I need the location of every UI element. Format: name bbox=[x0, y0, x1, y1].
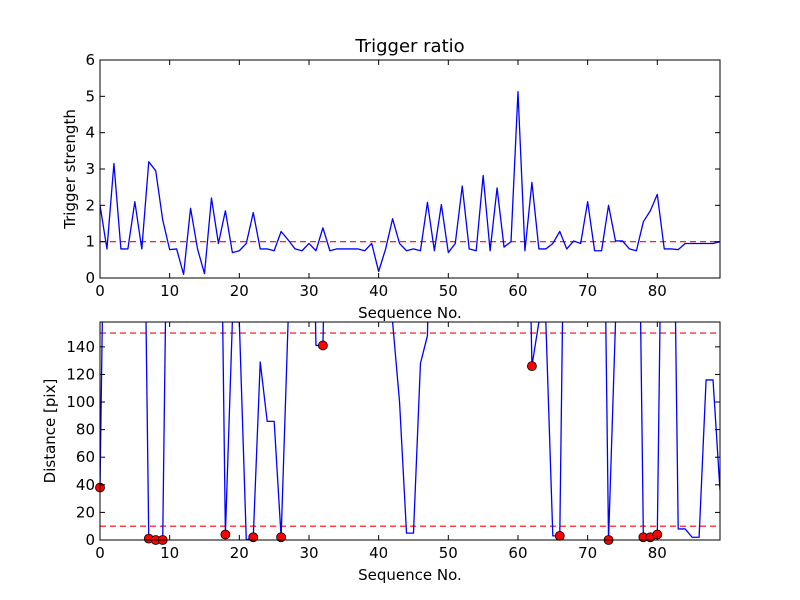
x-tick-label: 60 bbox=[508, 544, 527, 562]
y-tick-label: 60 bbox=[76, 448, 95, 466]
x-tick-label: 10 bbox=[160, 282, 179, 300]
plot-content bbox=[100, 322, 720, 540]
y-axis-label: Distance [pix] bbox=[41, 379, 59, 484]
trigger-ratio-chart: 0 10 20 30 40 50 60 70 80 0 1 2 3 4 5 6 Trigger ratio Seq… bbox=[61, 36, 721, 322]
x-tick-label: 10 bbox=[160, 544, 179, 562]
y-tick-label: 120 bbox=[66, 365, 95, 383]
x-tick-label: 20 bbox=[230, 282, 249, 300]
x-tick-label: 50 bbox=[439, 282, 458, 300]
y-tick-label: 40 bbox=[76, 476, 95, 494]
y-tick-label: 5 bbox=[85, 87, 95, 105]
data-point-marker bbox=[248, 532, 259, 543]
x-tick-label: 40 bbox=[369, 544, 388, 562]
x-tick-label: 50 bbox=[439, 544, 458, 562]
series-line bbox=[100, 322, 720, 540]
data-point-marker bbox=[554, 530, 565, 541]
x-tick-label: 20 bbox=[230, 544, 249, 562]
x-tick-label: 30 bbox=[299, 282, 318, 300]
x-tick-label: 70 bbox=[578, 544, 597, 562]
x-tick-label: 70 bbox=[578, 282, 597, 300]
x-tick-label: 60 bbox=[508, 282, 527, 300]
plot-area bbox=[100, 322, 720, 540]
x-tick-label: 80 bbox=[648, 282, 667, 300]
distance-chart: 0 10 20 30 40 50 60 70 80 0 20 40 60 80 100 120 140 Seque… bbox=[41, 321, 721, 584]
y-tick-label: 0 bbox=[85, 531, 95, 549]
y-tick-label: 0 bbox=[85, 269, 95, 287]
y-tick-label: 80 bbox=[76, 421, 95, 439]
y-tick-label: 3 bbox=[85, 160, 95, 178]
series-line bbox=[100, 90, 720, 276]
y-tick-label: 100 bbox=[66, 393, 95, 411]
y-tick-label: 6 bbox=[85, 51, 95, 69]
plot-content bbox=[100, 90, 720, 276]
y-tick-label: 20 bbox=[76, 503, 95, 521]
y-axis-label: Trigger strength bbox=[61, 109, 79, 230]
data-point-marker bbox=[220, 529, 231, 540]
chart-title: Trigger ratio bbox=[354, 36, 464, 57]
x-tick-label: 0 bbox=[95, 544, 105, 562]
plot-frame bbox=[99, 321, 721, 541]
x-axis-label: Sequence No. bbox=[358, 566, 462, 584]
y-tick-label: 140 bbox=[66, 338, 95, 356]
y-tick-label: 2 bbox=[85, 196, 95, 214]
data-point-marker bbox=[527, 361, 537, 372]
data-point-marker bbox=[318, 340, 328, 351]
x-axis-label: Sequence No. bbox=[358, 304, 462, 322]
y-tick-label: 4 bbox=[85, 124, 95, 142]
x-tick-label: 30 bbox=[299, 544, 318, 562]
x-tick-label: 80 bbox=[648, 544, 667, 562]
x-tick-label: 40 bbox=[369, 282, 388, 300]
y-tick-label: 1 bbox=[85, 233, 95, 251]
x-tick-label: 0 bbox=[95, 282, 105, 300]
data-point-marker bbox=[276, 532, 287, 543]
